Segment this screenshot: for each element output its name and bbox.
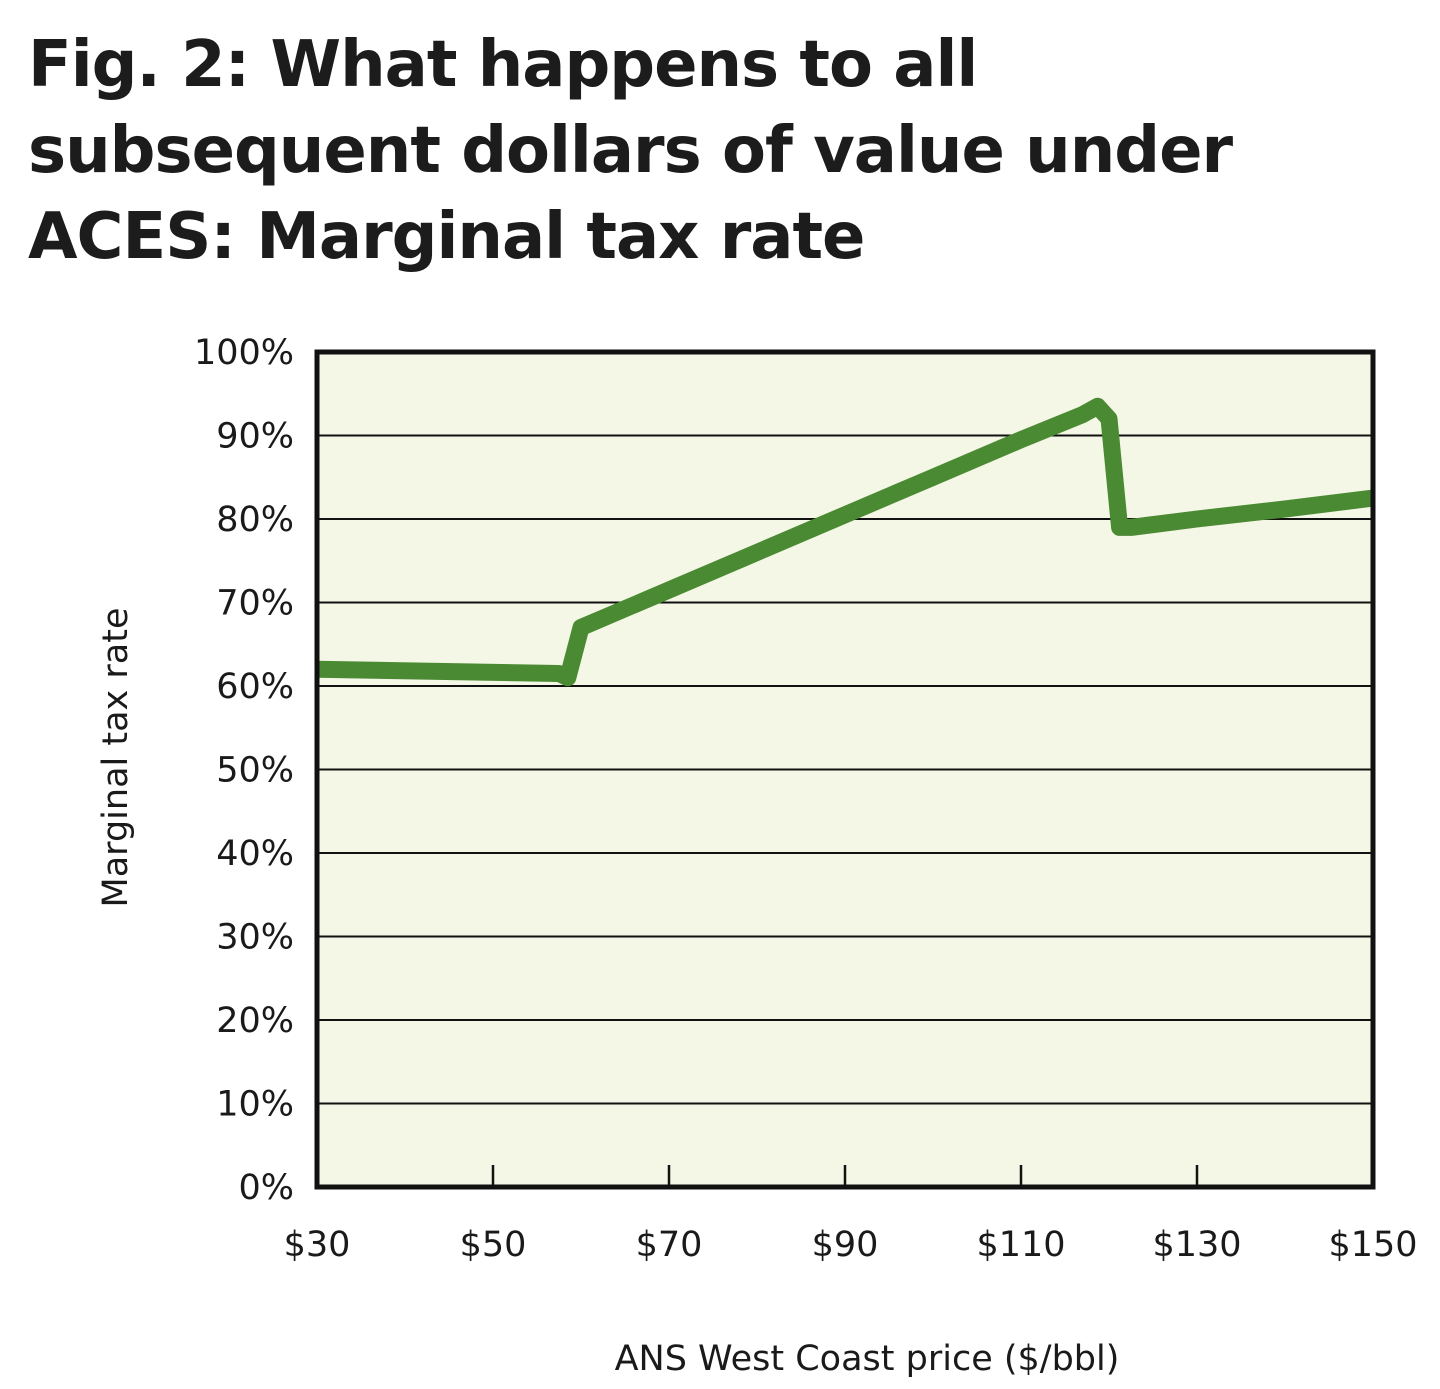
x-tick-label-130: $130 [1152, 1225, 1241, 1265]
x-axis-title: ANS West Coast price ($/bbl) [615, 1339, 1120, 1379]
y-tick-label-30: 30% [216, 918, 294, 958]
x-axis-tick-labels: $30 $50 $70 $90 $110 $130 $150 [284, 1225, 1418, 1265]
y-tick-label-40: 40% [216, 834, 294, 874]
x-tick-label-110: $110 [976, 1225, 1065, 1265]
y-tick-label-0: 0% [238, 1168, 294, 1208]
x-tick-label-30: $30 [284, 1225, 351, 1265]
y-tick-label-20: 20% [216, 1001, 294, 1041]
x-tick-label-150: $150 [1328, 1225, 1417, 1265]
y-tick-label-100: 100% [194, 333, 294, 373]
x-axis-ticks [491, 1165, 1199, 1187]
series-line-marginal-tax-rate [316, 397, 1375, 687]
y-tick-label-60: 60% [216, 667, 294, 707]
plot-frame [314, 349, 1376, 1190]
y-tick-label-10: 10% [216, 1085, 294, 1125]
x-tick-label-50: $50 [460, 1225, 527, 1265]
y-axis-title: Marginal tax rate [96, 608, 136, 908]
x-tick-label-90: $90 [812, 1225, 879, 1265]
y-tick-label-50: 50% [216, 751, 294, 791]
y-axis-tick-labels: 0% 10% 20% 30% 40% 50% 60% 70% 80% 90% 100% [194, 333, 294, 1208]
chart-title: Fig. 2: What happens to all subsequent d… [28, 28, 1233, 274]
grid-lines [317, 434, 1373, 1105]
x-tick-label-70: $70 [636, 1225, 703, 1265]
y-tick-label-90: 90% [216, 417, 294, 457]
y-tick-label-70: 70% [216, 584, 294, 624]
y-tick-label-80: 80% [216, 500, 294, 540]
